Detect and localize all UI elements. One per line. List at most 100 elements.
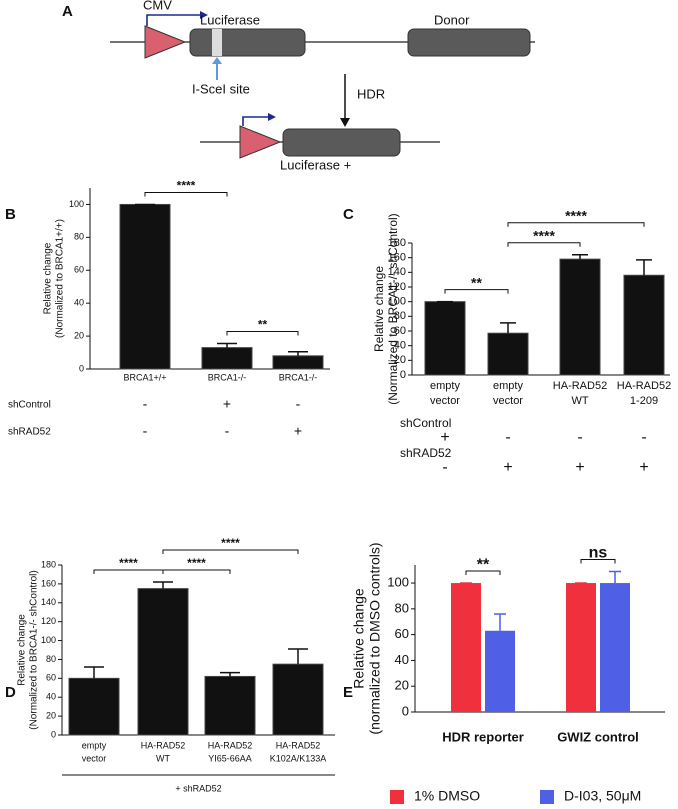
significance-bracket [444, 289, 509, 294]
error-bar [609, 570, 621, 584]
x-tick-label: HA-RAD52 [141, 740, 186, 750]
y-tick-label: 40 [46, 692, 56, 702]
significance-bracket [465, 570, 501, 576]
y-tick-label: 80 [74, 232, 84, 242]
x-tick-label: vector [493, 395, 523, 407]
promoter-label: CMV [143, 0, 172, 12]
significance-bracket [144, 191, 228, 197]
x-tick-label: BRCA1+/+ [123, 372, 166, 382]
bar [451, 583, 481, 712]
significance-bracket [507, 222, 645, 227]
legend-swatch [390, 790, 404, 804]
y-tick-label: 60 [46, 673, 56, 683]
y-axis-label: Relative change [351, 588, 367, 689]
significance-label: **** [187, 556, 206, 570]
error-bar [153, 581, 173, 589]
row-sign: - [577, 429, 582, 446]
x-tick-label: YI65-66AA [208, 753, 252, 763]
y-tick-label: 100 [69, 199, 84, 209]
y-tick-label: 60 [74, 265, 84, 275]
significance-label: **** [177, 179, 196, 193]
bar [119, 203, 171, 370]
significance-label: ** [471, 274, 482, 290]
footer-label: + shRAD52 [175, 783, 221, 793]
y-tick-label: 20 [46, 710, 56, 720]
y-tick-label: 60 [394, 325, 406, 337]
significance-bracket [580, 558, 616, 564]
x-tick-label: BRCA1-/- [279, 372, 318, 382]
significance-label: **** [533, 227, 555, 243]
row-sign: - [225, 423, 230, 439]
error-bar [494, 613, 506, 631]
x-tick-label: 1-209 [630, 395, 658, 407]
y-tick-label: 80 [46, 654, 56, 664]
x-tick-label: K102A/K133A [270, 753, 327, 763]
bar [137, 588, 189, 736]
schematic: A CMV Luciferase I-SceI site Donor HDR L… [62, 0, 535, 172]
x-tick-label: HDR reporter [442, 729, 524, 744]
y-tick-label: 0 [51, 729, 56, 739]
y-tick-label: 0 [402, 703, 409, 718]
y-tick-label: 40 [394, 340, 406, 352]
panel-label: B [5, 206, 16, 223]
row-sign: + [294, 423, 302, 439]
y-tick-label: 20 [395, 678, 409, 693]
bar [272, 663, 324, 736]
y-axis-label: Relative change [17, 614, 28, 686]
gene-label: Luciferase [200, 12, 260, 27]
error-bar [636, 259, 652, 276]
y-axis-label: (Normalized to BRCA1+/+) [55, 219, 66, 338]
y-tick-label: 100 [388, 296, 406, 308]
x-tick-label: empty [430, 380, 460, 392]
y-tick-label: 80 [394, 310, 406, 322]
significance-label: **** [221, 536, 240, 550]
row-sign: - [143, 423, 148, 439]
error-bar [220, 671, 240, 677]
significance-label: ** [258, 318, 268, 332]
row-sign: - [143, 396, 148, 412]
row-sign: - [641, 429, 646, 446]
y-tick-label: 60 [395, 626, 409, 641]
y-tick-label: 100 [41, 635, 56, 645]
x-tick-label: HA-RAD52 [208, 740, 253, 750]
legend-label: 1% DMSO [414, 788, 480, 804]
x-tick-label: HA-RAD52 [553, 380, 607, 392]
bar [623, 274, 665, 376]
row-label: shControl [8, 400, 51, 411]
error-bar [572, 253, 588, 260]
bar [600, 583, 630, 712]
x-tick-label: empty [82, 740, 107, 750]
product-label: Luciferase + [280, 157, 351, 172]
y-axis-label: (Normalized to BRCA1-/- shControl) [29, 570, 40, 730]
row-sign: - [296, 396, 301, 412]
panel-label: E [343, 684, 353, 701]
row-sign: + [440, 429, 449, 446]
significance-label: ** [477, 556, 490, 573]
x-tick-label: empty [493, 380, 523, 392]
error-bar [288, 648, 308, 665]
panel-label: A [62, 3, 73, 20]
legend-swatch [540, 790, 554, 804]
legend-label: D-I03, 50μM [564, 788, 641, 804]
row-sign: - [442, 459, 447, 476]
row-label: shRAD52 [400, 446, 452, 460]
error-bar [217, 342, 237, 348]
significance-bracket [93, 569, 164, 574]
significance-label: **** [565, 207, 587, 223]
significance-bracket [226, 330, 299, 336]
y-tick-label: 40 [395, 652, 409, 667]
bar [424, 301, 466, 376]
row-label: shRAD52 [8, 427, 51, 438]
bar [204, 675, 256, 736]
y-tick-label: 160 [388, 252, 406, 264]
error-bar [84, 666, 104, 679]
row-sign: + [503, 459, 512, 476]
x-tick-label: vector [82, 753, 107, 763]
panel-label: C [343, 206, 354, 223]
bar [487, 332, 529, 376]
row-sign: + [223, 396, 231, 412]
step-label: HDR [357, 86, 385, 101]
y-tick-label: 140 [41, 597, 56, 607]
x-tick-label: BRCA1-/- [208, 372, 247, 382]
